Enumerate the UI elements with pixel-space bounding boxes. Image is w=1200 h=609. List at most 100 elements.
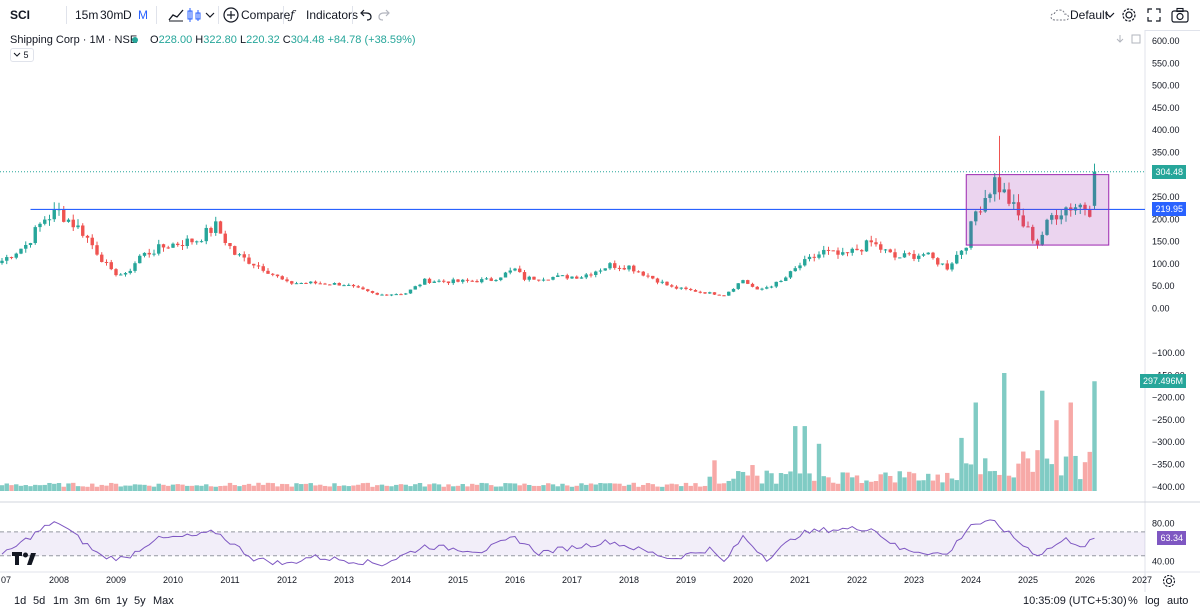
candle[interactable]: [309, 281, 313, 285]
candle[interactable]: [28, 242, 33, 248]
candle[interactable]: [81, 223, 85, 238]
candle[interactable]: [204, 224, 208, 245]
candle[interactable]: [1059, 209, 1063, 225]
candle[interactable]: [551, 276, 555, 281]
tradingview-logo[interactable]: [12, 552, 36, 566]
candle[interactable]: [698, 290, 702, 294]
candle[interactable]: [893, 248, 897, 261]
candle[interactable]: [152, 249, 156, 257]
candle[interactable]: [313, 280, 318, 285]
candle[interactable]: [489, 276, 493, 282]
candle[interactable]: [898, 257, 902, 259]
candle[interactable]: [461, 278, 465, 284]
candle[interactable]: [950, 262, 954, 272]
candle[interactable]: [693, 289, 698, 292]
candle[interactable]: [375, 292, 379, 296]
candle[interactable]: [294, 281, 299, 285]
interval-m-button[interactable]: M: [138, 8, 148, 22]
candle[interactable]: [727, 291, 731, 296]
candle[interactable]: [123, 271, 128, 277]
candle[interactable]: [33, 225, 37, 245]
candle[interactable]: [480, 277, 484, 284]
candle[interactable]: [632, 264, 636, 274]
undo-icon[interactable]: [359, 9, 373, 21]
candle[interactable]: [161, 243, 166, 252]
chevron-down-icon[interactable]: [205, 11, 215, 19]
candle[interactable]: [508, 267, 512, 275]
candle[interactable]: [323, 282, 327, 285]
candle[interactable]: [651, 275, 655, 280]
candle[interactable]: [1012, 194, 1016, 210]
candle[interactable]: [841, 247, 845, 256]
auto-scale-button[interactable]: auto: [1167, 595, 1189, 607]
candle[interactable]: [945, 260, 949, 271]
candle[interactable]: [451, 277, 455, 285]
candle[interactable]: [936, 257, 940, 267]
candle[interactable]: [142, 252, 147, 258]
candle[interactable]: [660, 279, 664, 285]
candle[interactable]: [594, 270, 598, 278]
interval-30m-button[interactable]: 30m: [100, 8, 124, 22]
candle[interactable]: [385, 294, 389, 296]
candle[interactable]: [978, 206, 983, 215]
candle[interactable]: [546, 279, 550, 281]
symbol-search[interactable]: SCI: [10, 8, 31, 22]
candle[interactable]: [589, 272, 593, 278]
candle[interactable]: [1035, 238, 1040, 249]
candle[interactable]: [888, 248, 892, 253]
candles-icon[interactable]: [186, 8, 202, 22]
candle[interactable]: [959, 250, 964, 259]
range-6m-button[interactable]: 6m: [95, 595, 111, 607]
rsi-line[interactable]: [1, 519, 1095, 567]
candle[interactable]: [446, 281, 451, 285]
range-3m-button[interactable]: 3m: [74, 595, 90, 607]
collapse-indicators-button[interactable]: 5: [10, 48, 34, 62]
candle[interactable]: [855, 244, 859, 251]
candle[interactable]: [603, 268, 607, 271]
chart-area[interactable]: 600.00550.00500.00450.00400.00350.00300.…: [0, 30, 1200, 592]
candle[interactable]: [617, 265, 622, 272]
candle[interactable]: [1007, 182, 1011, 207]
candle[interactable]: [128, 268, 132, 275]
candle[interactable]: [242, 251, 246, 262]
candle[interactable]: [14, 252, 18, 260]
candle[interactable]: [432, 280, 436, 283]
candle[interactable]: [1021, 208, 1025, 228]
candle[interactable]: [622, 265, 626, 271]
candle[interactable]: [427, 277, 432, 284]
candle[interactable]: [380, 293, 384, 296]
interval-d-button[interactable]: D: [123, 8, 132, 22]
candle[interactable]: [670, 284, 674, 288]
candle[interactable]: [47, 214, 52, 226]
chevron-down-icon[interactable]: [1105, 11, 1115, 19]
candle[interactable]: [413, 285, 417, 290]
candle[interactable]: [185, 235, 189, 249]
candle[interactable]: [750, 282, 755, 288]
candle[interactable]: [404, 292, 408, 295]
candle[interactable]: [223, 230, 227, 246]
candle[interactable]: [9, 256, 14, 260]
range-5y-button[interactable]: 5y: [134, 595, 146, 607]
candle[interactable]: [513, 267, 517, 272]
candle[interactable]: [456, 278, 460, 283]
candle[interactable]: [826, 246, 831, 255]
candle[interactable]: [541, 277, 546, 282]
candle[interactable]: [351, 283, 356, 288]
gear-icon[interactable]: [1121, 7, 1137, 23]
candle[interactable]: [247, 254, 251, 265]
candle[interactable]: [793, 266, 797, 272]
candle[interactable]: [237, 252, 242, 257]
candle[interactable]: [218, 220, 223, 234]
candle[interactable]: [997, 135, 1002, 200]
candle[interactable]: [765, 285, 769, 290]
candle[interactable]: [641, 270, 645, 277]
candle[interactable]: [779, 279, 783, 283]
arrow-down-icon[interactable]: [1115, 34, 1125, 44]
candle[interactable]: [812, 253, 816, 262]
candle[interactable]: [1040, 231, 1044, 246]
candle[interactable]: [71, 214, 75, 231]
candle[interactable]: [475, 279, 479, 283]
chart-type-icon[interactable]: [168, 8, 184, 22]
layout-name-button[interactable]: Default: [1070, 8, 1109, 22]
candle[interactable]: [1002, 182, 1006, 194]
